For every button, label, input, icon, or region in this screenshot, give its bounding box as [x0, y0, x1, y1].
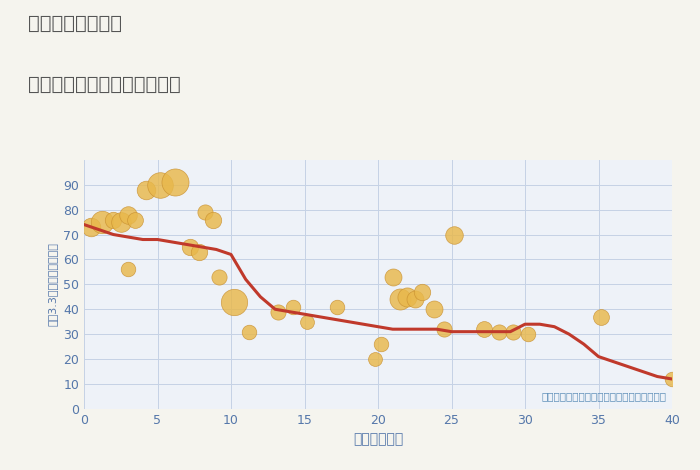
Point [122, 211, 134, 219]
Point [108, 216, 119, 223]
Point [208, 216, 219, 223]
Point [287, 303, 298, 311]
Point [370, 355, 381, 363]
Point [193, 248, 204, 256]
Point [155, 181, 166, 188]
Point [387, 273, 398, 281]
Point [402, 293, 413, 301]
Point [184, 243, 195, 251]
Point [666, 375, 678, 383]
Point [375, 340, 386, 348]
X-axis label: 築年数（年）: 築年数（年） [353, 432, 403, 446]
Point [409, 296, 420, 303]
Point [416, 288, 428, 296]
Point [493, 328, 504, 336]
Point [508, 328, 519, 336]
Point [395, 296, 406, 303]
Y-axis label: 坪（3.3㎡）単価（万円）: 坪（3.3㎡）単価（万円） [48, 243, 57, 326]
Point [228, 298, 239, 306]
Point [302, 318, 313, 325]
Point [522, 330, 533, 338]
Point [199, 208, 210, 216]
Point [169, 179, 181, 186]
Point [272, 308, 284, 315]
Point [214, 273, 225, 281]
Text: 三重県鈴鹿市磯山: 三重県鈴鹿市磯山 [28, 14, 122, 33]
Point [331, 303, 342, 311]
Point [596, 313, 607, 321]
Point [243, 328, 254, 336]
Text: 円の大きさは、取引のあった物件面積を示す: 円の大きさは、取引のあった物件面積を示す [541, 392, 666, 401]
Point [130, 216, 141, 223]
Point [449, 231, 460, 238]
Point [85, 223, 97, 231]
Point [140, 186, 151, 194]
Text: 築年数別中古マンション価格: 築年数別中古マンション価格 [28, 75, 181, 94]
Point [438, 325, 450, 333]
Point [428, 306, 440, 313]
Point [478, 325, 489, 333]
Point [122, 266, 134, 273]
Point [115, 218, 126, 226]
Point [96, 218, 107, 226]
